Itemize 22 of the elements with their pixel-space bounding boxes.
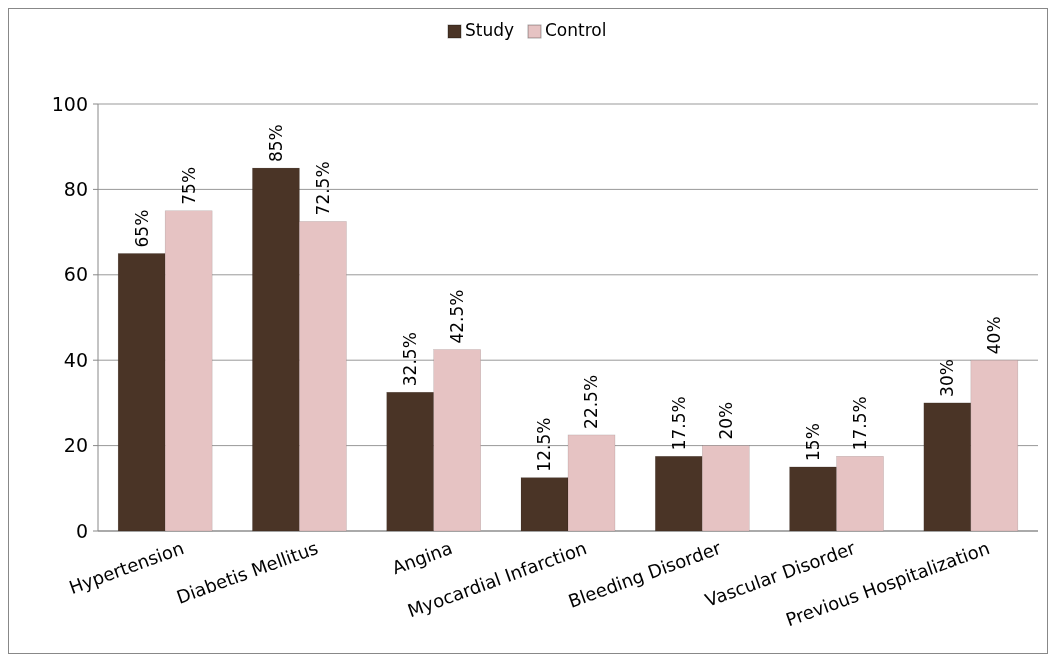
legend-label: Study (465, 20, 515, 40)
data-label: 32.5% (400, 332, 421, 387)
data-label: 72.5% (312, 161, 333, 216)
y-tick-label: 0 (75, 519, 88, 542)
y-tick-label: 20 (63, 434, 88, 457)
data-label: 85% (265, 124, 286, 163)
data-label: 42.5% (447, 289, 468, 344)
data-label: 65% (131, 209, 152, 248)
y-tick-label: 80 (63, 178, 88, 201)
y-tick-label: 100 (51, 92, 88, 115)
data-label: 22.5% (581, 374, 602, 429)
data-label: 75% (178, 166, 199, 205)
data-label: 20% (715, 401, 736, 440)
y-tick-label: 40 (63, 348, 88, 371)
legend-label: Control (545, 20, 607, 40)
data-label: 30% (937, 359, 958, 397)
data-label: 12.5% (534, 417, 555, 472)
data-label: 17.5% (668, 396, 689, 451)
data-label: 15% (803, 423, 824, 461)
data-label: 40% (984, 316, 1005, 355)
y-tick-label: 60 (63, 263, 88, 286)
data-label: 17.5% (850, 396, 871, 451)
